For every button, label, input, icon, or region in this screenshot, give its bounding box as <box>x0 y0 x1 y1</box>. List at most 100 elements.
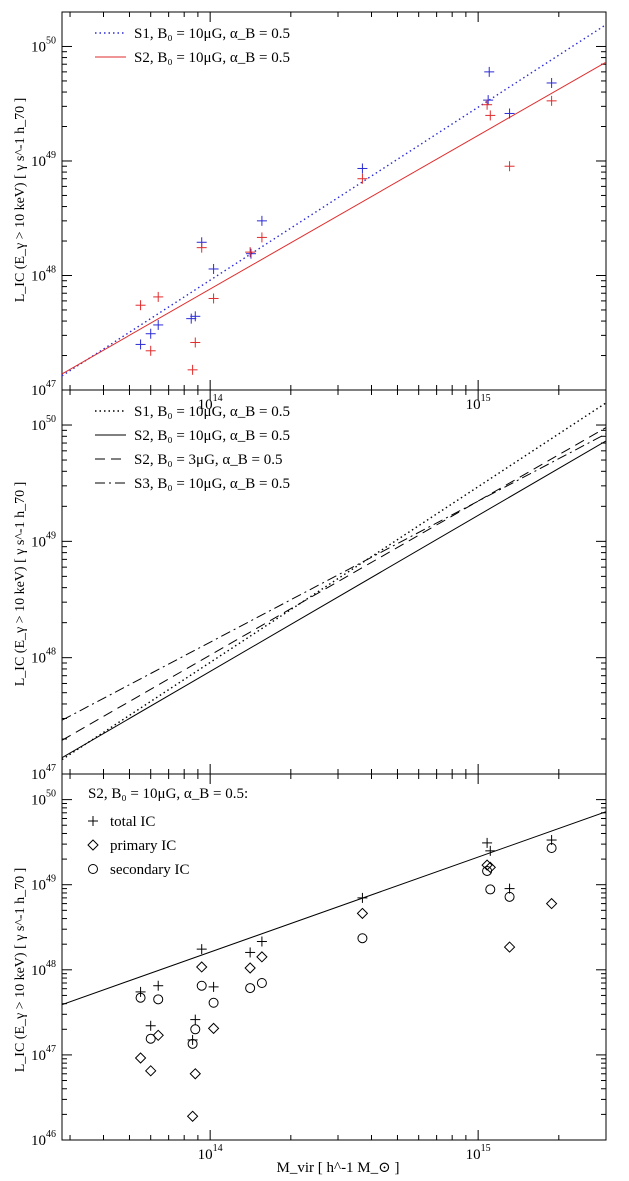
data-point-secondary-ic <box>245 983 256 994</box>
data-point-s1 <box>186 313 197 324</box>
data-point-s1 <box>245 248 256 259</box>
panel-bottom: 1046 1047 1048 1049 1050 1014 1015 S2, B₀ = 10μ… <box>31 773 607 1163</box>
data-point-s2 <box>208 293 219 304</box>
y-tick-label: 1048 <box>31 264 56 284</box>
series-line-s1-dotted <box>62 24 606 377</box>
data-point-s2 <box>482 99 493 110</box>
data-point-total-ic <box>153 980 164 991</box>
data-point-s2 <box>546 95 557 106</box>
data-point-s2 <box>256 232 267 243</box>
x-tick-label: 1014 <box>198 1143 223 1163</box>
data-point-secondary-ic <box>145 1033 156 1044</box>
panel-title: S2, B₀ = 10μG, α_B = 0.5: <box>88 786 248 802</box>
data-point-s2 <box>145 345 156 356</box>
data-point-primary-ic <box>256 951 268 963</box>
data-point-s2 <box>196 242 207 253</box>
y-tick-label: 1050 <box>31 35 56 55</box>
series-line-s1-dotted <box>62 402 606 761</box>
y-tick-label: 1047 <box>31 1044 56 1064</box>
data-point-s2 <box>135 300 146 311</box>
data-point-s2 <box>153 291 164 302</box>
legend: S1, B₀ = 10μG, α_B = 0.5 S2, B₀ = 10μG, α… <box>95 26 290 66</box>
data-point-primary-ic <box>189 1068 201 1080</box>
data-point-total-ic <box>256 936 267 947</box>
series-line-s2-solid <box>62 440 606 759</box>
data-point-primary-ic <box>144 1065 157 1077</box>
data-point-s2 <box>190 337 201 348</box>
data-point-total-ic <box>135 986 146 997</box>
data-point-s1 <box>484 66 495 77</box>
legend-label: S1, B₀ = 10μG, α_B = 0.5 <box>134 26 290 42</box>
legend-label: primary IC <box>110 838 176 854</box>
series-line-s2-solid <box>62 61 606 375</box>
x-tick-label: 1015 <box>466 1143 491 1163</box>
data-point-primary-ic <box>186 1110 199 1122</box>
plot-frame <box>61 773 607 1141</box>
data-point-total-ic <box>190 1014 201 1025</box>
data-point-total-ic <box>196 944 207 955</box>
data-point-s1 <box>153 319 164 330</box>
legend: total IC primary IC secondary IC <box>87 814 190 878</box>
y-tick-label: 1049 <box>31 530 56 550</box>
legend-label: secondary IC <box>110 862 190 878</box>
data-point-secondary-ic <box>256 977 267 988</box>
y-axis-label-top: L_IC (E_γ > 10 keV) [ γ s^-1 h_70 ] <box>13 98 28 303</box>
data-point-s1 <box>190 311 201 322</box>
data-point-s1 <box>208 263 219 274</box>
data-point-s2 <box>357 173 368 184</box>
data-point-primary-ic <box>484 861 496 874</box>
y-tick-label: 1049 <box>31 874 56 894</box>
data-point-primary-ic <box>134 1052 147 1064</box>
legend-marker-diamond <box>87 839 99 851</box>
legend-marker-circle <box>88 864 98 874</box>
data-point-s2 <box>187 364 198 375</box>
data-point-total-ic <box>357 892 368 903</box>
plot-area <box>62 24 606 377</box>
data-point-secondary-ic <box>135 992 146 1003</box>
y-tick-label: 1050 <box>31 789 56 809</box>
legend-label: S2, B₀ = 3μG, α_B = 0.5 <box>134 452 282 468</box>
data-point-primary-ic <box>503 941 516 953</box>
data-point-s1 <box>546 77 557 88</box>
y-axis-label-bottom: L_IC (E_γ > 10 keV) [ γ s^-1 h_70 ] <box>13 868 28 1073</box>
y-tick-label: 1047 <box>31 763 56 783</box>
legend: S1, B₀ = 10μG, α_B = 0.5 S2, B₀ = 10μG, α… <box>95 404 290 492</box>
data-point-secondary-ic <box>485 884 496 895</box>
data-point-secondary-ic <box>190 1024 201 1035</box>
legend-label: S1, B₀ = 10μG, α_B = 0.5 <box>134 404 290 420</box>
y-axis-label-middle: L_IC (E_γ > 10 keV) [ γ s^-1 h_70 ] <box>13 482 28 687</box>
panel-middle: 1047 1048 1049 1050 S1, B₀ = 10μG, α_B = 0.5… <box>31 389 607 783</box>
data-point-total-ic <box>245 947 256 958</box>
data-point-total-ic <box>145 1020 156 1031</box>
data-point-primary-ic <box>244 962 256 974</box>
data-point-total-ic <box>208 981 219 992</box>
panel-top: 1047 1048 1049 1050 1014 1015 S1, B₀ = 10μG, α… <box>31 11 607 413</box>
plot-area <box>62 402 606 761</box>
data-point-total-ic <box>187 1034 198 1045</box>
x-axis-label: M_vir [ h^-1 M_⊙ ] <box>277 1160 400 1176</box>
data-point-s1 <box>483 95 494 106</box>
y-axis-labels: L_IC (E_γ > 10 keV) [ γ s^-1 h_70 ] L_IC… <box>13 98 28 1073</box>
x-tick-label: 1014 <box>198 393 223 413</box>
data-point-secondary-ic <box>196 980 207 991</box>
legend-label: S2, B₀ = 10μG, α_B = 0.5 <box>134 428 290 444</box>
data-point-primary-ic <box>152 1029 164 1042</box>
x-tick-label: 1015 <box>466 393 491 413</box>
data-point-secondary-ic <box>546 843 557 854</box>
series-line-s2-dashed <box>62 427 606 741</box>
y-tick-label: 1048 <box>31 959 56 979</box>
y-tick-label: 1050 <box>31 414 56 434</box>
y-tick-label: 1047 <box>31 379 56 399</box>
data-point-s1 <box>504 108 515 119</box>
data-point-primary-ic <box>356 907 369 920</box>
data-point-s2 <box>504 161 515 172</box>
data-point-s2 <box>485 110 496 121</box>
legend-label: S3, B₀ = 10μG, α_B = 0.5 <box>134 476 290 492</box>
data-point-total-ic <box>482 837 493 848</box>
data-point-secondary-ic <box>482 865 493 876</box>
data-point-primary-ic <box>196 961 208 973</box>
data-point-primary-ic <box>545 897 558 910</box>
data-point-s1 <box>357 163 368 174</box>
y-tick-label: 1048 <box>31 647 56 667</box>
